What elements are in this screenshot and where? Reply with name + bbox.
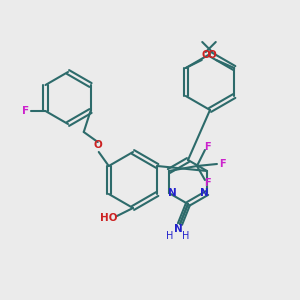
Text: O: O [93, 140, 102, 150]
Text: N: N [200, 188, 208, 198]
Text: H: H [182, 231, 190, 241]
Text: HO: HO [100, 213, 118, 223]
Text: N: N [168, 188, 176, 198]
Text: F: F [204, 142, 210, 152]
Text: N: N [174, 224, 182, 234]
Text: F: F [204, 178, 210, 188]
Text: O: O [201, 50, 210, 60]
Text: H: H [166, 231, 174, 241]
Text: O: O [208, 50, 217, 60]
Text: F: F [22, 106, 29, 116]
Text: F: F [219, 159, 225, 169]
